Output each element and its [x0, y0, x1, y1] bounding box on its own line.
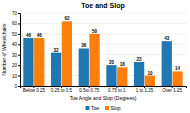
- grid: [20, 13, 186, 86]
- legend-item: Toe: [85, 105, 99, 111]
- bar: [145, 76, 155, 86]
- legend: Toe Slop: [85, 105, 120, 111]
- tick-mark: [18, 65, 20, 66]
- legend-item: Slop: [105, 105, 121, 111]
- tick-mark: [18, 44, 20, 45]
- data-label: 46: [26, 33, 32, 38]
- tick: 50: [12, 32, 20, 37]
- tick: 10: [12, 74, 20, 79]
- grid-line: [20, 33, 186, 34]
- data-label: 36: [81, 43, 87, 48]
- tick: 0.75 to 1: [108, 86, 126, 93]
- bar-series: [34, 21, 183, 86]
- data-labels: 46 32 36 20 23 43 46 62 50 18 10 14: [26, 16, 181, 75]
- bars: [23, 21, 182, 86]
- tick-label: 70: [12, 11, 18, 16]
- y-axis-title: Number of Wheelchairs: [1, 23, 7, 76]
- legend-swatch: [105, 106, 109, 110]
- data-label: 50: [92, 29, 98, 34]
- bar: [79, 48, 89, 86]
- tick-label: Below 0.25: [23, 88, 46, 93]
- grid-line: [20, 44, 186, 45]
- tick-label: 0.5to 0.75: [79, 88, 100, 93]
- axis-line: [18, 14, 21, 87]
- grid-line: [20, 13, 186, 14]
- tick-label: 0: [14, 84, 17, 89]
- tick: Below 0.25: [23, 86, 46, 93]
- data-label: 43: [164, 36, 170, 41]
- data-label: 46: [37, 33, 43, 38]
- bar: [106, 65, 116, 86]
- tick-label: 50: [12, 32, 18, 37]
- tick-label: 0.25 to 0.5: [51, 88, 73, 93]
- data-label: 62: [64, 16, 70, 21]
- tick: 30: [12, 53, 20, 58]
- tick: 60: [12, 21, 20, 26]
- plot: 0 10 20 30 40 50 60 70 Below 0.25 0.25 to 0.5 0.5t…: [12, 11, 187, 93]
- bar: [134, 62, 144, 86]
- y-axis: 0 10 20 30 40 50 60 70: [12, 11, 21, 89]
- data-label: 14: [175, 66, 181, 71]
- tick-label: Over 1.25: [162, 88, 182, 93]
- data-label: 32: [54, 48, 60, 53]
- tick: Over 1.25: [162, 86, 182, 93]
- data-label: 23: [137, 57, 143, 62]
- tick-label: 60: [12, 21, 18, 26]
- bar: [172, 71, 182, 86]
- data-label: 18: [120, 62, 126, 67]
- x-axis-title: Toe Angle and Slop (Degrees): [70, 95, 137, 101]
- title: Toe and Slop: [81, 2, 124, 10]
- tick-label: 20: [12, 63, 18, 68]
- tick: 0: [14, 84, 20, 89]
- chart: 0 10 20 30 40 50 60 70 Below 0.25 0.25 to 0.5 0.5t…: [0, 0, 190, 113]
- data-label: 10: [147, 71, 153, 76]
- tick: 20: [12, 63, 20, 68]
- data-label: 20: [109, 60, 115, 65]
- bar: [34, 38, 44, 86]
- bar: [62, 21, 72, 86]
- tick-mark: [18, 55, 20, 56]
- tick: 1 to 1.25: [136, 86, 154, 93]
- tick-mark: [18, 13, 20, 14]
- tick-mark: [18, 34, 20, 35]
- tick: 0.25 to 0.5: [51, 86, 73, 93]
- grid-line: [20, 75, 186, 76]
- bar: [51, 53, 61, 86]
- tick-mark: [18, 23, 20, 24]
- tick: 70: [12, 11, 20, 16]
- tick-label: 10: [12, 74, 18, 79]
- tick-label: 30: [12, 53, 18, 58]
- grid-line: [20, 23, 186, 24]
- grid-line: [20, 65, 186, 66]
- tick: 0.5to 0.75: [79, 86, 100, 93]
- bar: [23, 38, 33, 86]
- bar: [162, 41, 172, 86]
- tick: 40: [12, 42, 20, 47]
- tick-label: 40: [12, 42, 18, 47]
- bar: [117, 67, 127, 86]
- tick-label: 0.75 to 1: [108, 88, 126, 93]
- x-axis: Below 0.25 0.25 to 0.5 0.5to 0.75 0.75 to 1…: [21, 86, 187, 93]
- legend-label: Toe: [91, 105, 99, 111]
- tick-mark: [18, 86, 20, 87]
- legend-swatch: [85, 106, 89, 110]
- bar: [89, 34, 99, 86]
- grid-line: [20, 54, 186, 55]
- tick-label: 1 to 1.25: [136, 88, 154, 93]
- tick-mark: [18, 76, 20, 77]
- legend-label: Slop: [111, 105, 121, 111]
